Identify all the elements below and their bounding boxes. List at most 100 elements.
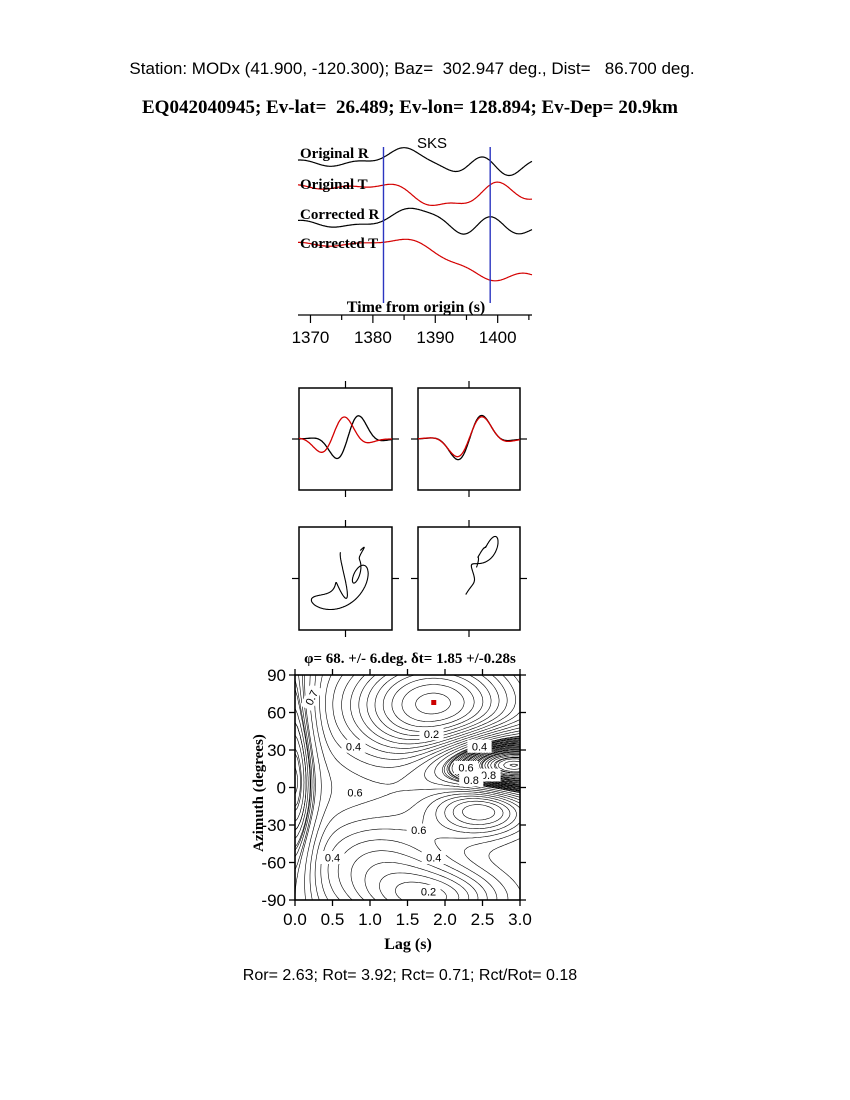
contour-label: 0.4 [320, 851, 345, 865]
contour-label-text: 0.2 [424, 729, 439, 741]
contour-line [358, 674, 508, 901]
contour-label: 0.6 [453, 761, 479, 775]
contour-label-text: 0.6 [458, 763, 473, 775]
contour-label-bg [419, 727, 444, 741]
trace-corrected-r [298, 207, 533, 235]
contour-line [503, 760, 521, 770]
contour-line [314, 674, 521, 901]
pulse-compare-corrected-box [411, 381, 527, 497]
contour-label-text: 0.6 [347, 788, 362, 800]
contour-line [350, 674, 516, 901]
contour-label-bg [467, 739, 492, 753]
contour-label: 0.4 [467, 739, 492, 753]
x-tick-label: 2.0 [433, 910, 457, 929]
contour-label-text: 0.4 [325, 853, 340, 865]
contour-label-text: 0.7 [304, 688, 321, 707]
contour-label-text: 0.8 [481, 770, 496, 782]
time-tick-label: 1390 [416, 328, 454, 347]
box-frame [298, 526, 393, 631]
contour-label-bg [459, 773, 484, 787]
time-tick-label: 1380 [354, 328, 392, 347]
station-title: Station: MODx (41.900, -120.300); Baz= 3… [129, 59, 694, 78]
contour-title: φ= 68. +/- 6.deg. δt= 1.85 +/-0.28s [304, 651, 516, 667]
contour-label-bg [341, 739, 366, 753]
contour-label-bg [300, 683, 323, 712]
contour-label-text: 0.4 [426, 853, 441, 865]
contour-line [304, 674, 521, 901]
trace-label: Original R [300, 146, 369, 162]
contour-label-text: 0.4 [472, 741, 487, 753]
contour-label: 0.6 [406, 823, 431, 837]
contour-label: 0.2 [416, 884, 441, 898]
particle-motion-original-box [292, 520, 399, 637]
azimuth-axis-label: Azimuth (degrees) [251, 734, 267, 852]
trace-original-t [297, 181, 533, 206]
ratio-stats: Ror= 2.63; Rot= 3.92; Rct= 0.71; Rct/Rot… [243, 967, 578, 984]
pulse-compare-original-box [292, 381, 399, 497]
y-tick-label: -60 [261, 854, 286, 873]
x-tick-label: 1.5 [396, 910, 420, 929]
contour-label-bg [342, 786, 368, 799]
contour-label: 0.2 [419, 727, 444, 741]
y-tick-label: -30 [261, 816, 286, 835]
trace-label: Original T [300, 177, 368, 193]
contour-label-text: 0.4 [346, 741, 361, 753]
time-axis-label: Time from origin (s) [347, 299, 486, 316]
x-tick-label: 2.5 [471, 910, 495, 929]
contour-line [320, 674, 521, 901]
pulse-curve [298, 416, 392, 453]
contour-label-bg [421, 851, 446, 864]
box-frame [298, 387, 393, 491]
contour-line [497, 758, 521, 772]
event-title: EQ042040945; Ev-lat= 26.489; Ev-lon= 128… [142, 97, 678, 118]
contour-line [495, 757, 521, 773]
box-frame [417, 526, 521, 631]
y-tick-label: -90 [261, 891, 286, 910]
best-fit-marker [431, 700, 437, 705]
contour-line [294, 675, 521, 900]
contour-line [415, 692, 451, 715]
contour-label: 0.6 [342, 786, 368, 800]
particle-motion-curve [465, 535, 499, 595]
trace-label: Corrected R [300, 207, 379, 223]
contour-line [509, 763, 519, 767]
trace-label: Corrected T [300, 236, 378, 252]
contour-label-bg [406, 823, 431, 837]
contour-label-text: 0.2 [421, 886, 436, 898]
y-tick-label: 60 [267, 704, 286, 723]
contour-line [391, 677, 475, 728]
x-tick-label: 3.0 [508, 910, 532, 929]
pulse-curve [299, 415, 393, 460]
contour-line [401, 684, 465, 722]
x-tick-label: 0.5 [321, 910, 345, 929]
y-tick-label: 30 [267, 741, 286, 760]
x-tick-label: 0.0 [283, 910, 307, 929]
contour-line [337, 674, 521, 901]
contour-plot: 90 60 30 0 -30 -60 -900.0 0.5 1.0 1.5 2.0 2.5 3.0 0.7… [261, 666, 531, 929]
waveform-panel: 1370 1380 1390 1400 Original R Original T Corr… [292, 146, 533, 347]
contour-frame [294, 674, 521, 901]
particle-motion-curve [310, 546, 369, 611]
contour-label: 0.4 [421, 851, 446, 865]
x-tick-label: 1.0 [358, 910, 382, 929]
contour-label: 0.7 [300, 683, 323, 712]
trace-corrected-t [298, 238, 533, 282]
time-tick-label: 1400 [479, 328, 517, 347]
contour-line [309, 674, 521, 901]
contour-line [327, 674, 521, 901]
contour-label: 0.4 [341, 739, 366, 753]
contour-label: 0.8 [459, 773, 484, 787]
trace-original-r [297, 147, 533, 177]
time-tick-label: 1370 [292, 328, 330, 347]
contour-label-bg [416, 884, 441, 898]
phase-label-sks: SKS [417, 135, 447, 152]
contour-label-text: 0.6 [411, 825, 426, 837]
contour-label-text: 0.8 [464, 775, 479, 787]
contour-line [382, 674, 484, 732]
pulse-curve [418, 416, 521, 458]
contour-label-bg [320, 851, 345, 864]
particle-motion-corrected-box [411, 520, 527, 637]
y-tick-label: 90 [267, 666, 286, 685]
